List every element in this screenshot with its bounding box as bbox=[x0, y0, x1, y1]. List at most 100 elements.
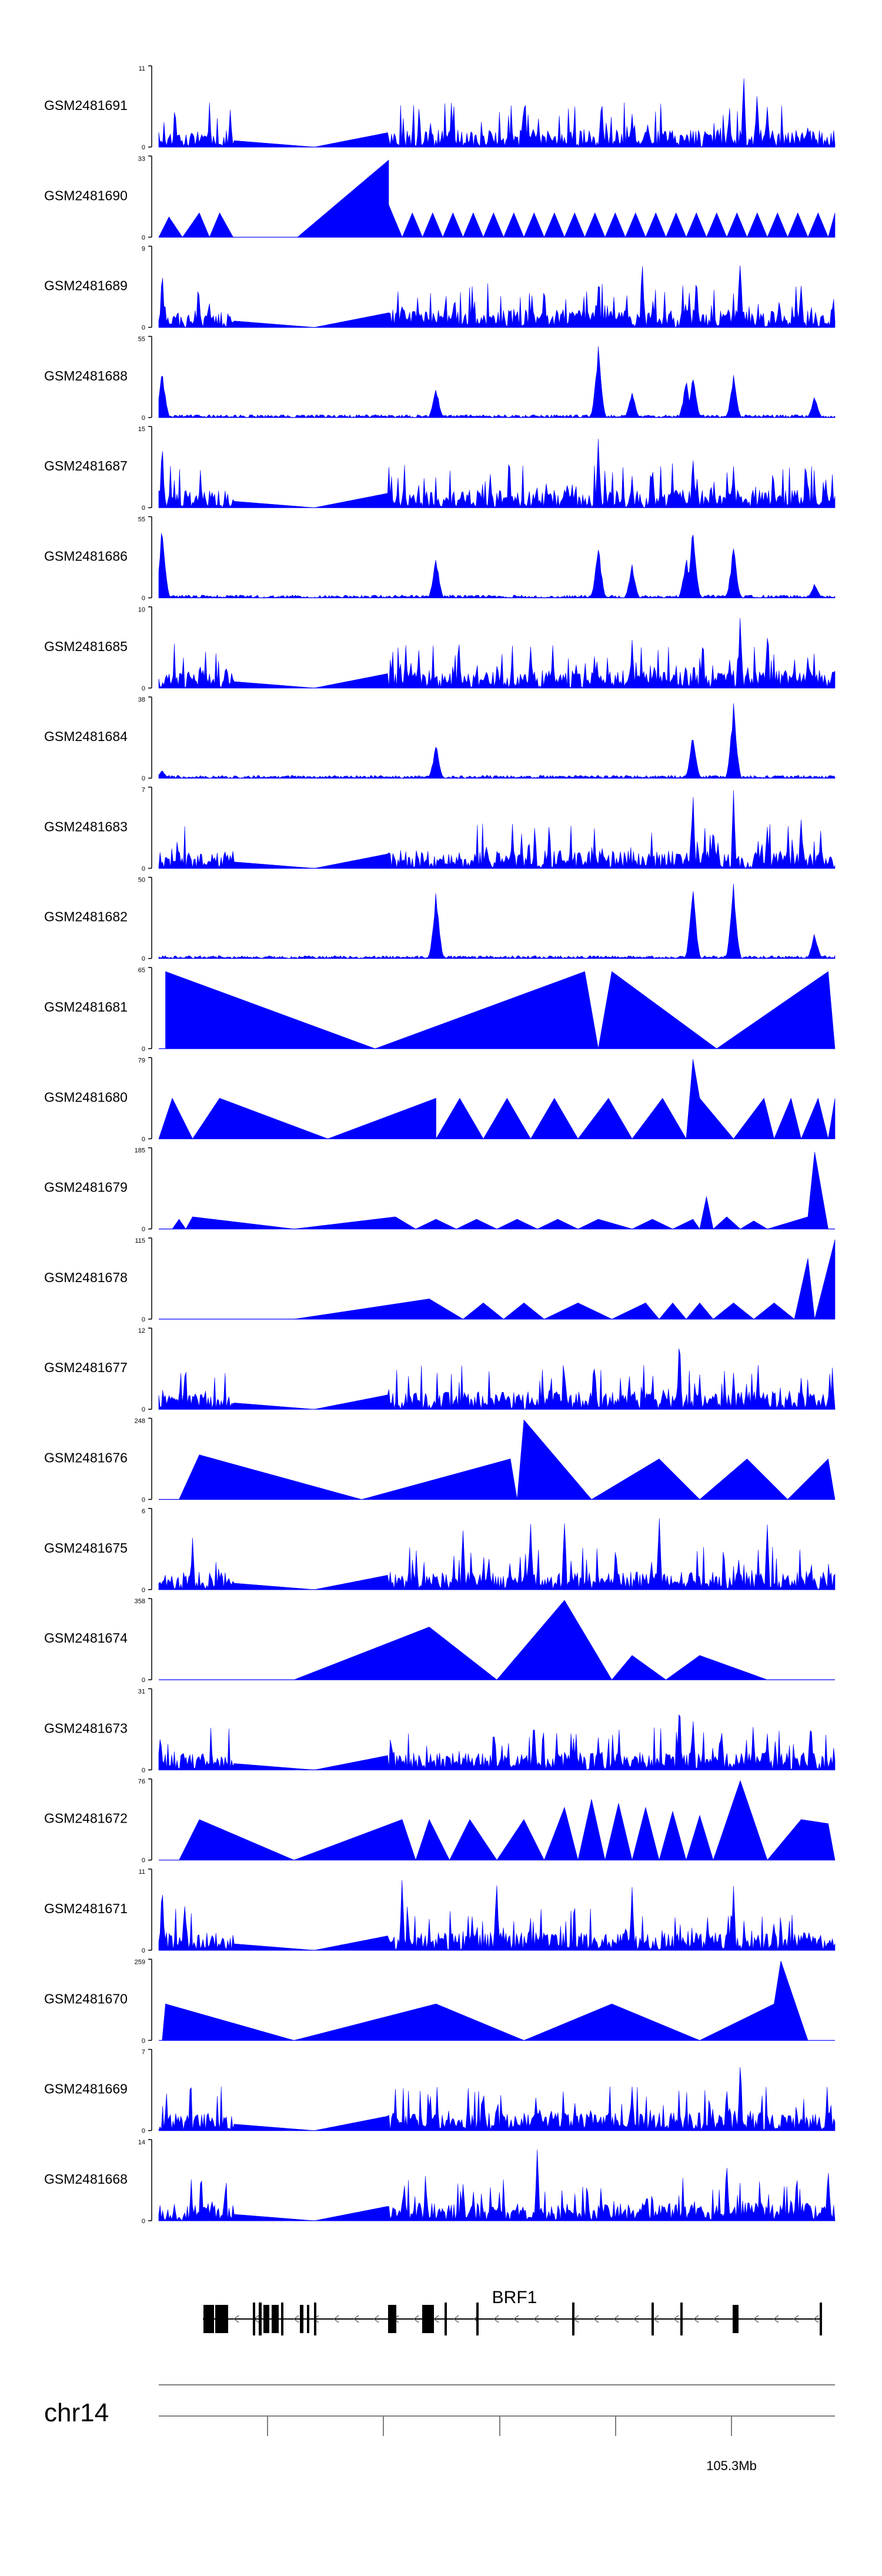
exon bbox=[445, 2303, 447, 2335]
exon bbox=[281, 2303, 283, 2335]
track-GSM2481682: GSM2481682 50 0 bbox=[44, 877, 836, 963]
exon bbox=[263, 2305, 269, 2333]
track-GSM2481684: GSM2481684 38 0 bbox=[44, 696, 836, 782]
y-min-label: 0 bbox=[142, 1677, 145, 1684]
y-min-label: 0 bbox=[142, 1497, 145, 1504]
y-max-label: 79 bbox=[138, 1057, 145, 1064]
track-GSM2481674: GSM2481674 358 0 bbox=[44, 1598, 835, 1684]
track-GSM2481689: GSM2481689 9 0 bbox=[44, 246, 836, 332]
strand-arrow bbox=[533, 2315, 539, 2323]
y-min-label: 0 bbox=[142, 956, 145, 963]
strand-arrow bbox=[593, 2315, 599, 2323]
track-label: GSM2481670 bbox=[44, 1991, 128, 2006]
gene-body bbox=[203, 2303, 822, 2335]
track-GSM2481686: GSM2481686 55 0 bbox=[44, 516, 836, 602]
chromosome-label: chr14 bbox=[44, 2398, 109, 2427]
track-label: GSM2481678 bbox=[44, 1270, 128, 1285]
y-max-label: 33 bbox=[138, 155, 145, 162]
coverage-area bbox=[158, 439, 836, 508]
strand-arrow bbox=[613, 2315, 619, 2323]
strand-arrow bbox=[293, 2315, 299, 2323]
exon bbox=[203, 2305, 214, 2333]
y-min-label: 0 bbox=[142, 1046, 145, 1053]
exon bbox=[476, 2303, 479, 2335]
exon bbox=[307, 2305, 309, 2333]
coverage-area bbox=[158, 533, 836, 598]
y-max-label: 6 bbox=[142, 1508, 145, 1515]
y-max-label: 15 bbox=[138, 426, 145, 433]
y-min-label: 0 bbox=[142, 2128, 145, 2135]
coverage-area bbox=[172, 1152, 828, 1230]
exon bbox=[272, 2305, 279, 2333]
y-min-label: 0 bbox=[142, 505, 145, 512]
track-label: GSM2481677 bbox=[44, 1360, 128, 1375]
strand-arrow bbox=[713, 2315, 719, 2323]
exon bbox=[388, 2305, 396, 2333]
track-label: GSM2481686 bbox=[44, 549, 128, 564]
y-max-label: 10 bbox=[138, 606, 145, 613]
coverage-area bbox=[158, 1880, 836, 1951]
track-label: GSM2481673 bbox=[44, 1720, 128, 1736]
track-label: GSM2481685 bbox=[44, 639, 128, 654]
track-GSM2481687: GSM2481687 15 0 bbox=[44, 426, 836, 512]
exon bbox=[422, 2305, 434, 2333]
axis-tick-label: 105.3Mb bbox=[706, 2458, 757, 2473]
track-label: GSM2481680 bbox=[44, 1089, 128, 1105]
strand-arrow bbox=[773, 2315, 779, 2323]
y-min-label: 0 bbox=[142, 865, 145, 872]
track-label: GSM2481690 bbox=[44, 188, 128, 203]
y-min-label: 0 bbox=[142, 1767, 145, 1774]
y-min-label: 0 bbox=[142, 1136, 145, 1143]
track-label: GSM2481679 bbox=[44, 1180, 128, 1195]
y-min-label: 0 bbox=[142, 595, 145, 602]
track-GSM2481677: GSM2481677 12 0 bbox=[44, 1327, 836, 1413]
y-min-label: 0 bbox=[142, 1587, 145, 1594]
coverage-area bbox=[158, 2150, 836, 2222]
y-min-label: 0 bbox=[142, 144, 145, 151]
track-GSM2481676: GSM2481676 248 0 bbox=[44, 1418, 836, 1504]
gene-label: BRF1 bbox=[492, 2288, 537, 2307]
track-GSM2481683: GSM2481683 7 0 bbox=[44, 786, 836, 872]
track-label: GSM2481684 bbox=[44, 729, 128, 744]
track-GSM2481685: GSM2481685 10 0 bbox=[44, 606, 836, 692]
coverage-area bbox=[158, 790, 836, 869]
axis-ticks bbox=[267, 2416, 732, 2436]
track-label: GSM2481671 bbox=[44, 1901, 128, 1916]
y-min-label: 0 bbox=[142, 685, 145, 692]
strand-arrow bbox=[233, 2315, 239, 2323]
track-GSM2481671: GSM2481671 11 0 bbox=[44, 1868, 836, 1954]
track-GSM2481670: GSM2481670 259 0 bbox=[44, 1958, 835, 2044]
genome-axis: chr14 105.3Mb bbox=[44, 2384, 835, 2473]
y-max-label: 248 bbox=[135, 1418, 145, 1425]
strand-arrow bbox=[453, 2315, 459, 2323]
coverage-area bbox=[158, 1714, 836, 1770]
strand-arrow bbox=[373, 2315, 379, 2323]
track-label: GSM2481687 bbox=[44, 458, 128, 473]
coverage-area bbox=[158, 78, 836, 148]
track-GSM2481673: GSM2481673 31 0 bbox=[44, 1688, 836, 1774]
y-max-label: 11 bbox=[139, 65, 145, 72]
track-label: GSM2481675 bbox=[44, 1540, 128, 1556]
track-GSM2481681: GSM2481681 65 0 bbox=[44, 967, 836, 1053]
strand-arrow bbox=[513, 2315, 519, 2323]
y-max-label: 14 bbox=[138, 2139, 145, 2146]
y-max-label: 65 bbox=[138, 967, 145, 974]
track-GSM2481691: GSM2481691 11 0 bbox=[44, 65, 836, 151]
coverage-area bbox=[158, 883, 836, 959]
exon bbox=[259, 2303, 262, 2335]
strand-arrow bbox=[813, 2315, 819, 2323]
y-max-label: 259 bbox=[135, 1958, 145, 1966]
strand-arrow bbox=[693, 2315, 699, 2323]
strand-arrow bbox=[353, 2315, 359, 2323]
track-GSM2481688: GSM2481688 55 0 bbox=[44, 336, 836, 422]
track-label: GSM2481688 bbox=[44, 368, 128, 383]
y-max-label: 12 bbox=[138, 1327, 145, 1334]
y-max-label: 7 bbox=[142, 2049, 145, 2056]
track-label: GSM2481691 bbox=[44, 98, 128, 113]
track-label: GSM2481676 bbox=[44, 1450, 128, 1466]
y-min-label: 0 bbox=[142, 1857, 145, 1864]
exon bbox=[820, 2303, 822, 2335]
y-max-label: 358 bbox=[135, 1598, 145, 1605]
